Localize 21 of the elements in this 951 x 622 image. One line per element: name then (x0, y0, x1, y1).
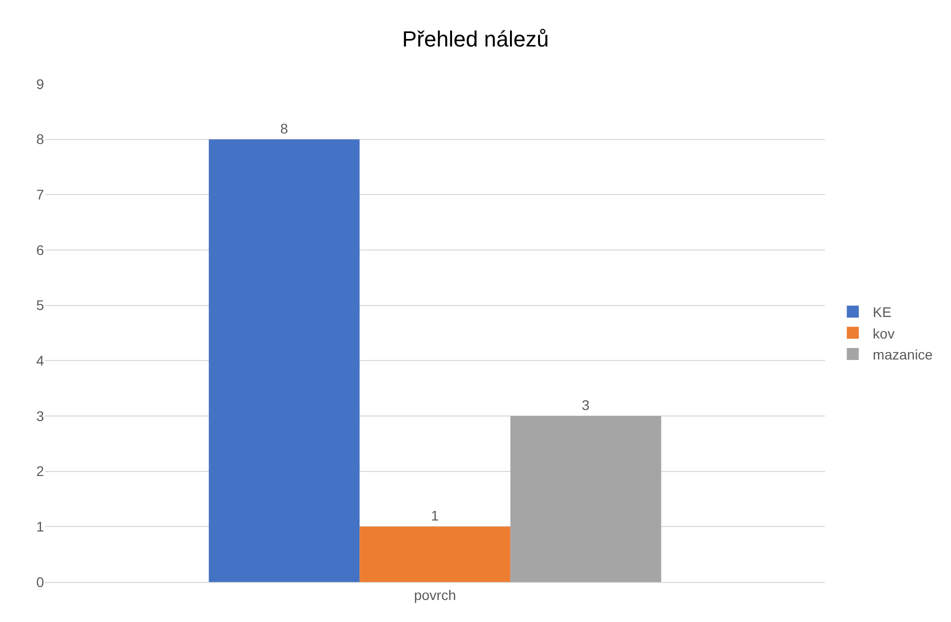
data-label: 1 (431, 508, 439, 524)
legend-label: KE (872, 304, 892, 320)
y-tick-label: 3 (36, 408, 44, 424)
y-tick-label: 8 (36, 131, 44, 148)
y-tick-label: 1 (36, 518, 44, 535)
y-tick-label: 4 (36, 352, 44, 369)
y-tick-label: 0 (36, 574, 44, 590)
x-tick-label: povrch (414, 586, 456, 603)
bar (360, 526, 510, 582)
y-tick-label: 9 (36, 76, 44, 92)
chart-title: Přehled nálezů (402, 26, 549, 52)
bar (208, 139, 360, 582)
data-label: 3 (582, 397, 590, 413)
bar (510, 416, 662, 582)
y-tick-label: 5 (36, 297, 44, 314)
y-tick-label: 7 (36, 186, 44, 203)
data-label: 8 (280, 120, 288, 136)
y-tick-label: 2 (36, 463, 44, 480)
y-tick-label: 6 (36, 242, 44, 258)
legend-label: kov (872, 325, 895, 342)
legend-label: mazanice (872, 346, 933, 362)
